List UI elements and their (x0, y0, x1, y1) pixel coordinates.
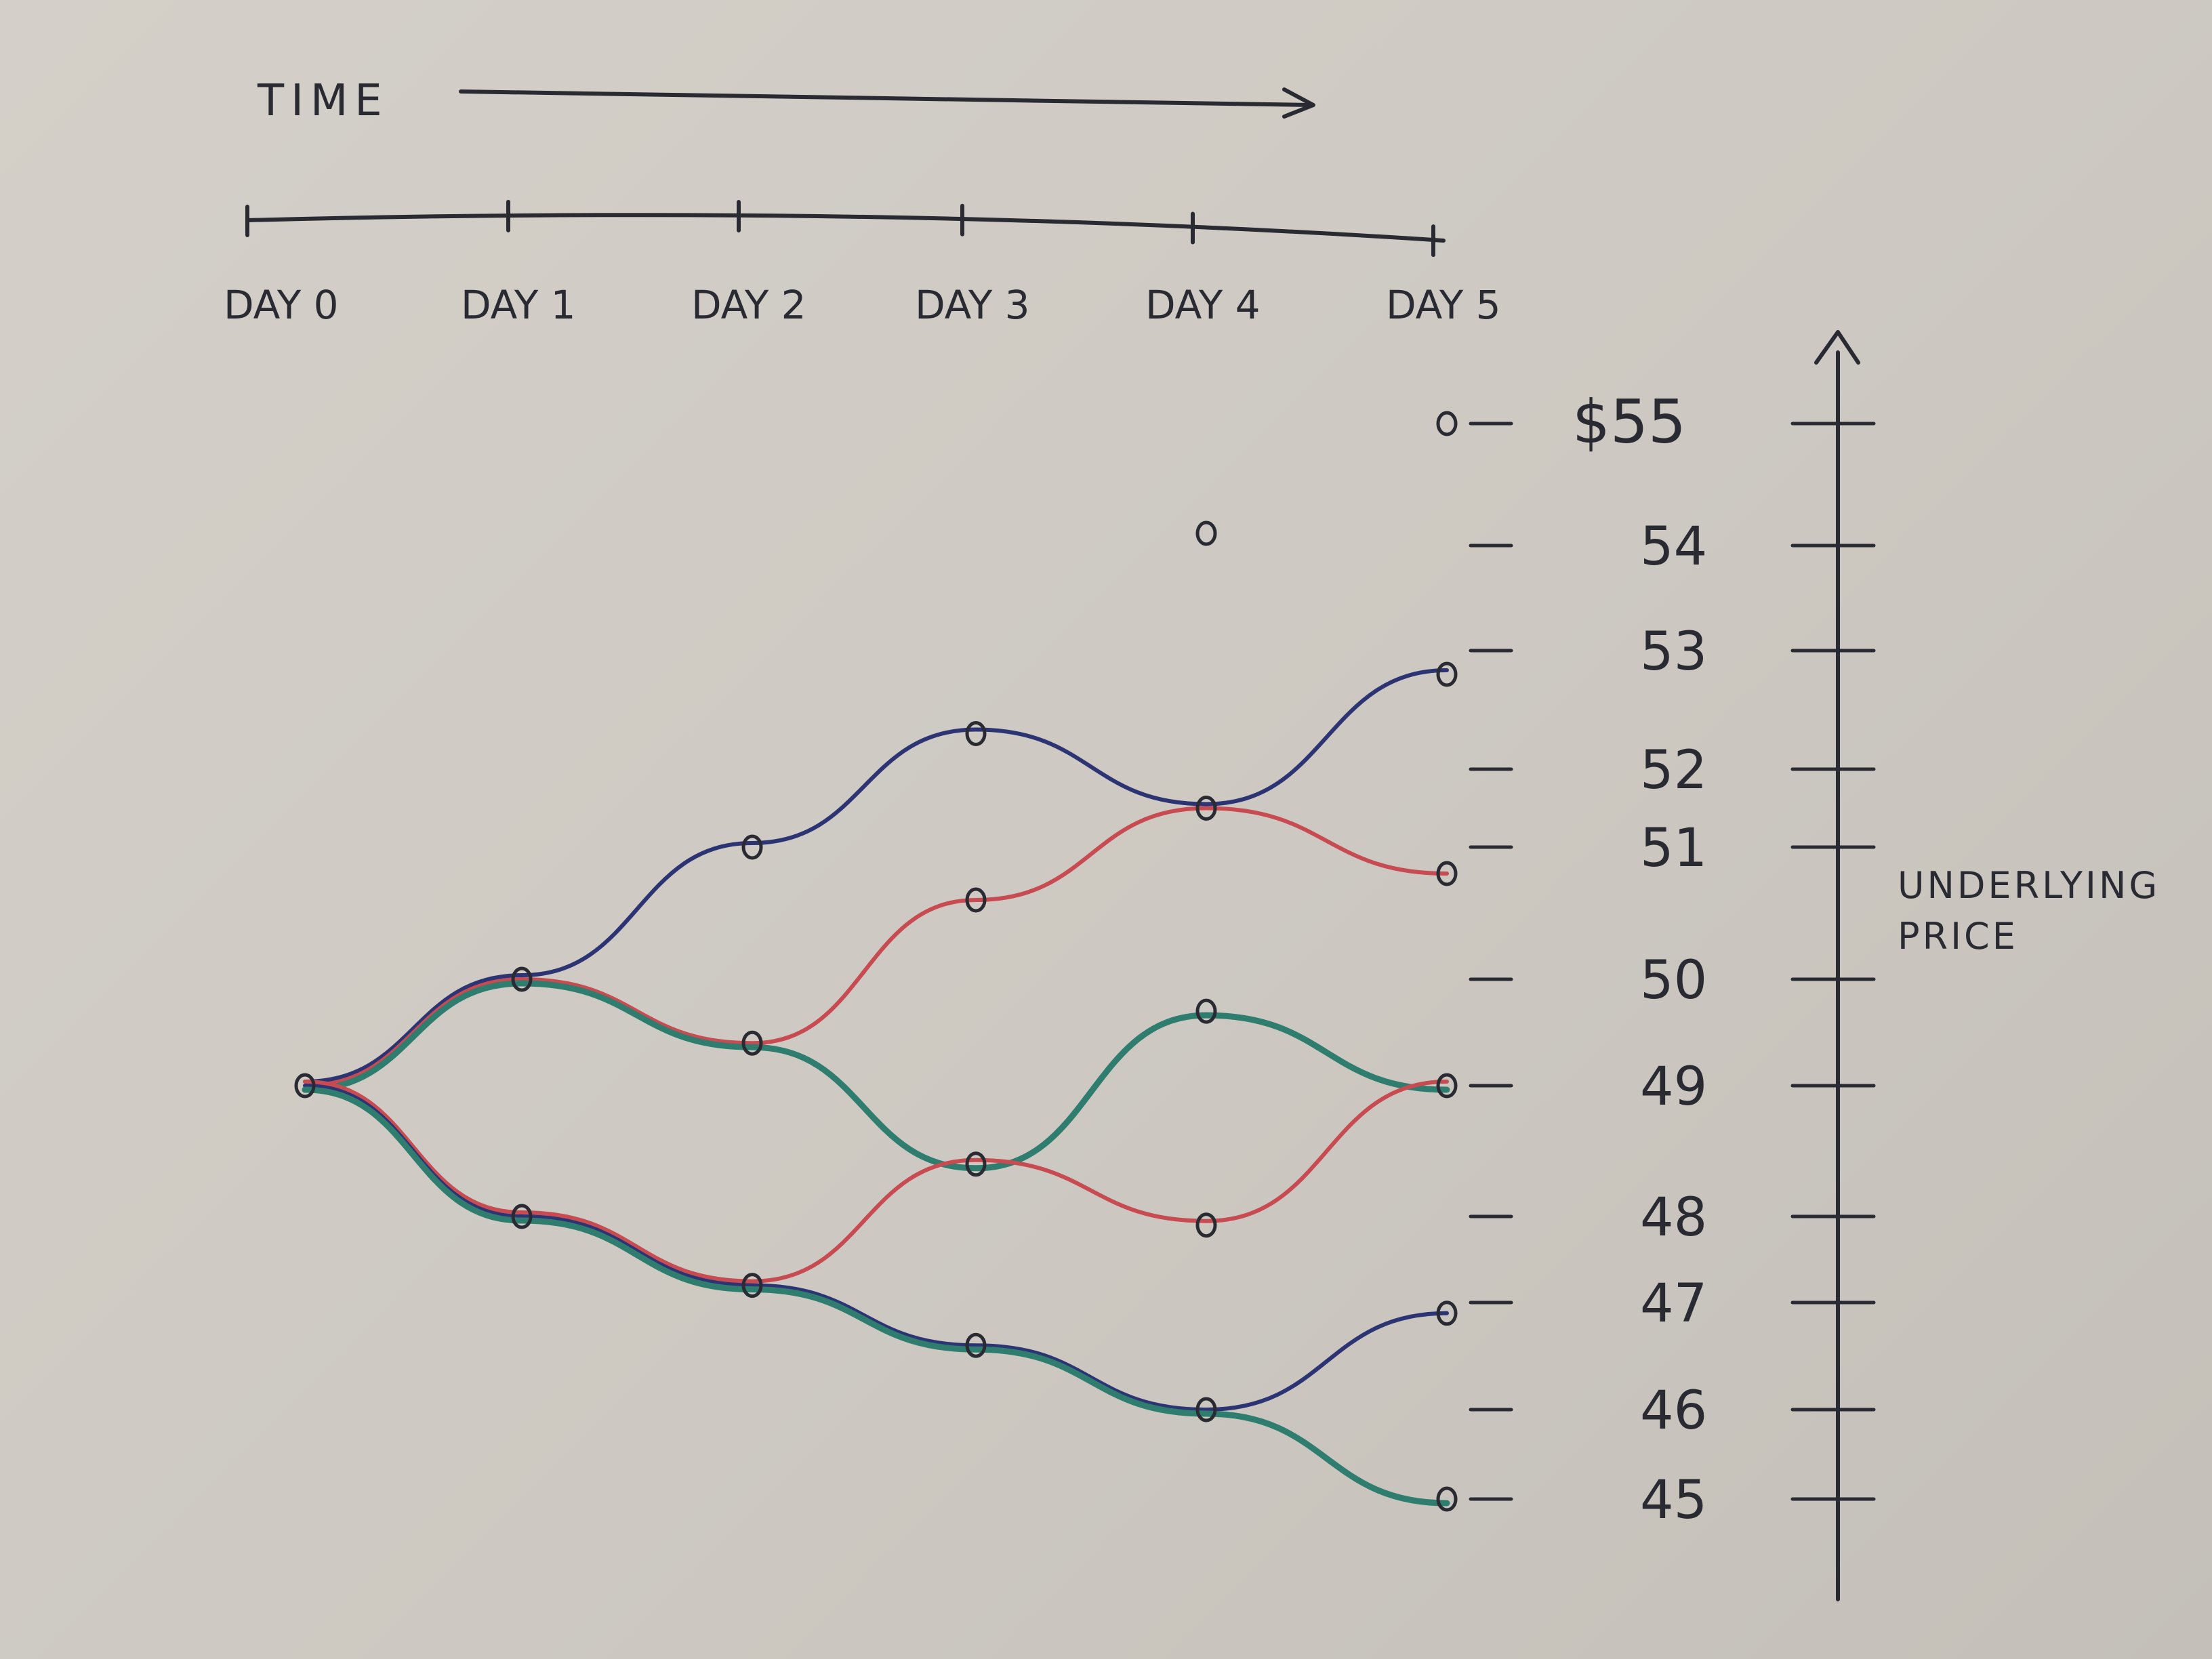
price-label: 48 (1640, 1187, 1707, 1248)
price-path-line (303, 668, 1449, 1084)
price-paths (302, 668, 1450, 1507)
price-label: 53 (1640, 621, 1707, 682)
price-labels: $55 54 53 52 51 50 49 48 47 46 45 (1572, 387, 1707, 1531)
day-label: DAY 3 (915, 282, 1030, 328)
price-node (741, 1273, 763, 1298)
price-label: 49 (1640, 1057, 1707, 1118)
day-label: DAY 5 (1386, 282, 1501, 328)
y-axis-arrow-head (1814, 330, 1860, 365)
timeline-line (245, 213, 1446, 243)
day-label: DAY 1 (461, 282, 576, 328)
price-node (965, 1332, 987, 1358)
day-label: DAY 2 (691, 282, 806, 328)
price-node (965, 721, 987, 746)
price-node (511, 1204, 533, 1229)
price-path-line (302, 1086, 1450, 1507)
price-label: $55 (1572, 387, 1686, 457)
price-label: 50 (1640, 950, 1707, 1011)
price-node (511, 966, 533, 992)
price-node (1195, 1397, 1217, 1422)
price-node (1436, 861, 1458, 886)
price-guide-ticks (1469, 422, 1513, 1501)
price-node (1436, 1300, 1458, 1326)
price-nodes (294, 411, 1458, 1512)
y-axis-ticks (1790, 422, 1876, 1501)
price-node (1436, 1073, 1458, 1099)
price-label: 47 (1640, 1273, 1707, 1334)
time-arrow-head (1282, 87, 1315, 119)
price-label: 51 (1640, 818, 1707, 879)
price-node (965, 1151, 987, 1177)
day-label: DAY 0 (224, 282, 339, 328)
time-label: TIME (257, 76, 389, 126)
price-label: 45 (1640, 1470, 1707, 1531)
price-label: 46 (1640, 1380, 1707, 1441)
price-path-line (303, 1084, 1449, 1412)
price-node (1195, 1212, 1217, 1238)
price-node (965, 887, 987, 913)
y-axis-label-line-1: UNDERLYING (1898, 864, 2160, 907)
price-node (1195, 998, 1217, 1024)
price-node (294, 1073, 316, 1099)
price-node (1195, 520, 1217, 546)
price-node (1436, 1486, 1458, 1512)
day-labels: DAY 0 DAY 1 DAY 2 DAY 3 DAY 4 DAY 5 (224, 282, 1501, 328)
price-node (741, 1030, 763, 1056)
price-path-line (302, 980, 1450, 1172)
price-node (1436, 661, 1458, 687)
price-path-line (303, 806, 1449, 1088)
price-path-line (303, 1080, 1449, 1284)
price-label: 52 (1640, 740, 1707, 801)
y-axis-label-line-2: PRICE (1898, 915, 2018, 958)
time-arrow (459, 89, 1313, 107)
day-label: DAY 4 (1145, 282, 1261, 328)
price-label: 54 (1640, 516, 1707, 577)
price-node (1436, 411, 1458, 436)
price-node (1195, 796, 1217, 821)
price-node (741, 834, 763, 860)
timeline-ticks (245, 199, 1435, 258)
